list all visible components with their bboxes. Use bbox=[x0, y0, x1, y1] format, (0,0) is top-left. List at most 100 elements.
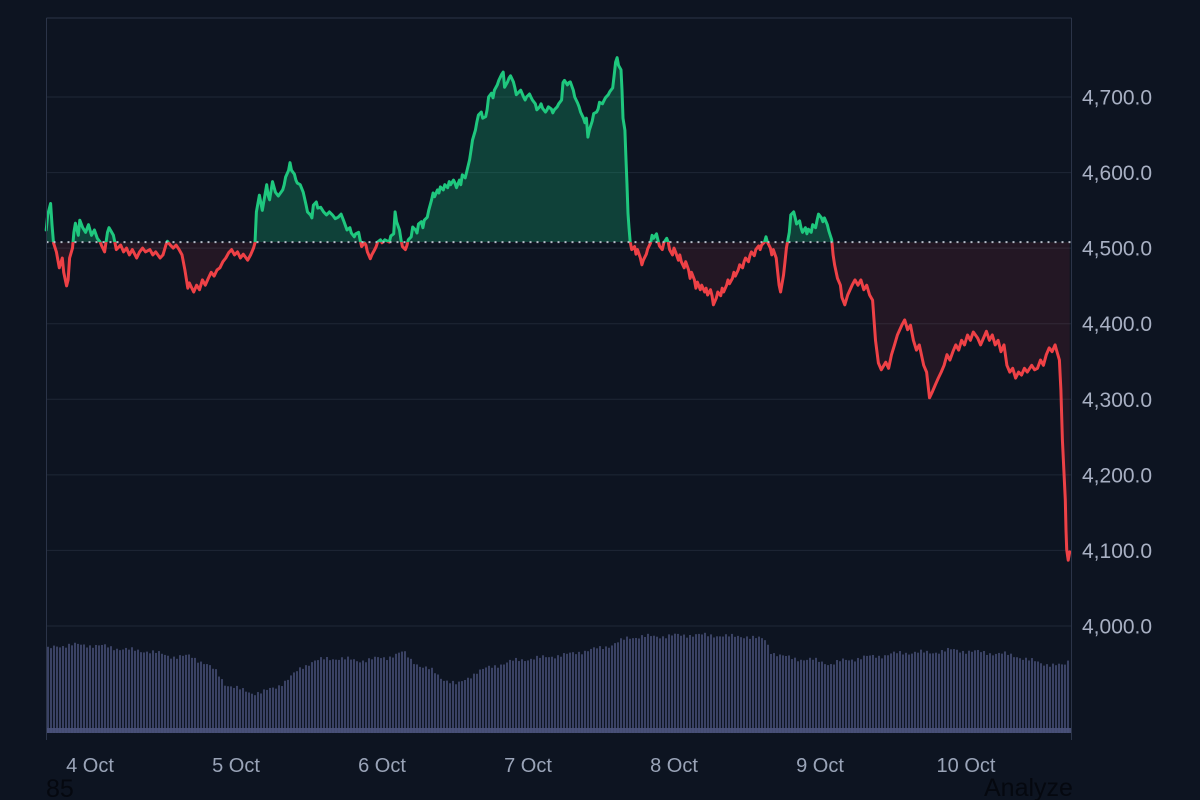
volume-bar bbox=[845, 659, 847, 733]
volume-bar bbox=[368, 658, 370, 733]
volume-bar bbox=[533, 659, 535, 733]
volume-bar bbox=[473, 673, 475, 733]
volume-bar bbox=[614, 643, 616, 733]
y-tick-label: 4,500.0 bbox=[1082, 238, 1152, 261]
volume-bar bbox=[374, 656, 376, 733]
y-axis-labels: 4,000.0 4,100.0 4,200.0 4,300.0 4,400.0 4,500… bbox=[1082, 87, 1152, 639]
volume-bar bbox=[134, 650, 136, 733]
volume-bar bbox=[512, 660, 514, 733]
volume-bar bbox=[485, 667, 487, 733]
volume-bar bbox=[182, 655, 184, 733]
volume-bar bbox=[527, 660, 529, 733]
volume-bar bbox=[797, 661, 799, 733]
volume-bar bbox=[296, 671, 298, 733]
volume-bar bbox=[773, 653, 775, 733]
y-tick-label: 4,700.0 bbox=[1082, 87, 1152, 110]
area-below-baseline bbox=[46, 242, 1070, 561]
volume-bar bbox=[1004, 651, 1006, 733]
volume-bar bbox=[830, 664, 832, 733]
volume-bar bbox=[860, 659, 862, 733]
volume-bar bbox=[767, 644, 769, 733]
volume-bar bbox=[434, 673, 436, 733]
volume-bar bbox=[686, 637, 688, 733]
volume-bar bbox=[560, 656, 562, 733]
volume-bar bbox=[620, 638, 622, 733]
volume-bar bbox=[326, 657, 328, 733]
volume-bar bbox=[227, 686, 229, 733]
volume-bar bbox=[965, 653, 967, 733]
volume-bar bbox=[1064, 664, 1066, 733]
volume-bar bbox=[74, 642, 76, 733]
volume-bar bbox=[167, 655, 169, 733]
volume-bar bbox=[65, 647, 67, 733]
volume-bar bbox=[149, 653, 151, 733]
volume-bar bbox=[122, 649, 124, 733]
volume-bar bbox=[905, 652, 907, 733]
volume-bar bbox=[218, 676, 220, 733]
volume-bar bbox=[827, 665, 829, 733]
volume-bar bbox=[443, 680, 445, 733]
volume-bar bbox=[410, 658, 412, 733]
volume-bar bbox=[953, 649, 955, 733]
volume-bar bbox=[899, 651, 901, 733]
volume-bar bbox=[413, 664, 415, 733]
volume-bar bbox=[260, 693, 262, 733]
volume-bar bbox=[50, 648, 52, 733]
volume-bar bbox=[623, 639, 625, 733]
y-tick-label: 4,600.0 bbox=[1082, 162, 1152, 185]
volume-bar bbox=[302, 668, 304, 733]
volume-bar bbox=[1013, 657, 1015, 733]
volume-bar bbox=[344, 659, 346, 733]
volume-bar bbox=[554, 658, 556, 733]
volume-bar bbox=[719, 636, 721, 733]
volume-histogram bbox=[46, 632, 1072, 733]
volume-bar bbox=[854, 661, 856, 733]
volume-bar bbox=[653, 635, 655, 733]
volume-bar bbox=[707, 636, 709, 733]
volume-bar bbox=[221, 679, 223, 733]
volume-bar bbox=[1046, 664, 1048, 733]
volume-bar bbox=[923, 652, 925, 733]
volume-bar bbox=[839, 661, 841, 733]
volume-bar bbox=[455, 684, 457, 733]
volume-bar bbox=[266, 689, 268, 733]
volume-bar bbox=[515, 657, 517, 733]
analyze-button[interactable]: Analyze bbox=[984, 774, 1073, 800]
volume-bar bbox=[476, 673, 478, 733]
volume-bar bbox=[482, 668, 484, 733]
volume-bar bbox=[1040, 663, 1042, 733]
volume-bar bbox=[956, 649, 958, 733]
x-tick-label: 4 Oct bbox=[66, 755, 114, 777]
volume-bar bbox=[842, 658, 844, 733]
volume-bar bbox=[920, 649, 922, 733]
volume-bar bbox=[770, 653, 772, 733]
volume-bar bbox=[131, 647, 133, 733]
volume-bar bbox=[701, 634, 703, 733]
volume-bar bbox=[812, 659, 814, 733]
volume-bar bbox=[587, 651, 589, 733]
volume-bar bbox=[83, 644, 85, 733]
volume-bar bbox=[692, 636, 694, 733]
volume-bar bbox=[488, 665, 490, 733]
volume-bar bbox=[716, 636, 718, 733]
volume-bar bbox=[491, 667, 493, 733]
volume-bar bbox=[287, 679, 289, 733]
volume-bar bbox=[203, 664, 205, 733]
volume-bar bbox=[764, 640, 766, 733]
volume-bar bbox=[1049, 666, 1051, 733]
x-tick-label: 10 Oct bbox=[937, 755, 996, 777]
volume-bar bbox=[1028, 660, 1030, 733]
volume-bar bbox=[284, 680, 286, 733]
volume-bar bbox=[125, 647, 127, 733]
volume-bar bbox=[680, 635, 682, 733]
volume-bar bbox=[365, 662, 367, 733]
volume-bar bbox=[206, 664, 208, 733]
volume-bar bbox=[569, 652, 571, 733]
volume-bar bbox=[386, 660, 388, 733]
volume-bar bbox=[212, 668, 214, 733]
volume-bar bbox=[395, 653, 397, 733]
volume-bar bbox=[56, 646, 58, 733]
volume-bar bbox=[335, 659, 337, 733]
volume-bar bbox=[818, 661, 820, 733]
